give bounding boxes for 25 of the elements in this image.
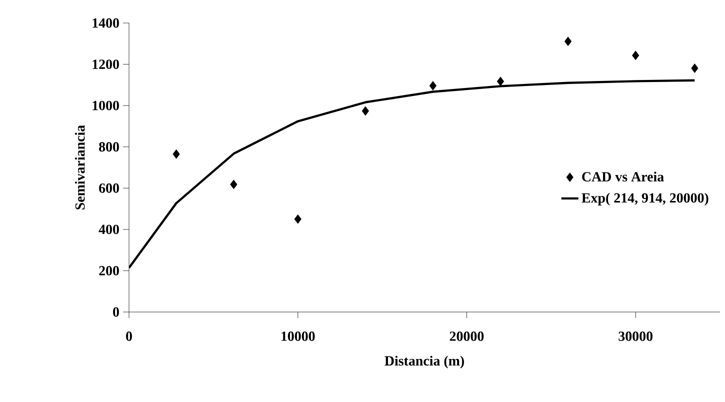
- y-tick-label: 1200: [92, 60, 119, 69]
- y-tick-label: 400: [98, 224, 119, 234]
- y-axis-title: Semivariancia: [74, 125, 85, 210]
- point: [632, 50, 640, 60]
- x-tick-label: 30000: [618, 332, 652, 341]
- point: [172, 149, 180, 159]
- point: [691, 64, 698, 73]
- x-tick-label: 0: [126, 332, 132, 341]
- legend-label: Exp( 214, 914, 20000): [582, 192, 708, 206]
- y-tick-label: 0: [113, 307, 119, 317]
- y-tick-label: 1400: [92, 18, 119, 28]
- y-tick-label: 600: [99, 183, 119, 193]
- x-axis-title: Distancia (m): [384, 356, 464, 368]
- point: [230, 180, 238, 190]
- x-tick-label: 20000: [450, 332, 484, 341]
- point: [564, 36, 572, 46]
- point: [294, 214, 302, 224]
- point: [496, 76, 504, 86]
- legend-label: CAD vs Areia: [582, 172, 664, 182]
- y-tick-label: 1000: [92, 100, 119, 110]
- point: [362, 106, 369, 116]
- y-tick-label: 800: [99, 142, 119, 152]
- point: [429, 81, 437, 90]
- y-tick-label: 200: [99, 266, 119, 276]
- x-tick-label: 10000: [282, 332, 315, 341]
